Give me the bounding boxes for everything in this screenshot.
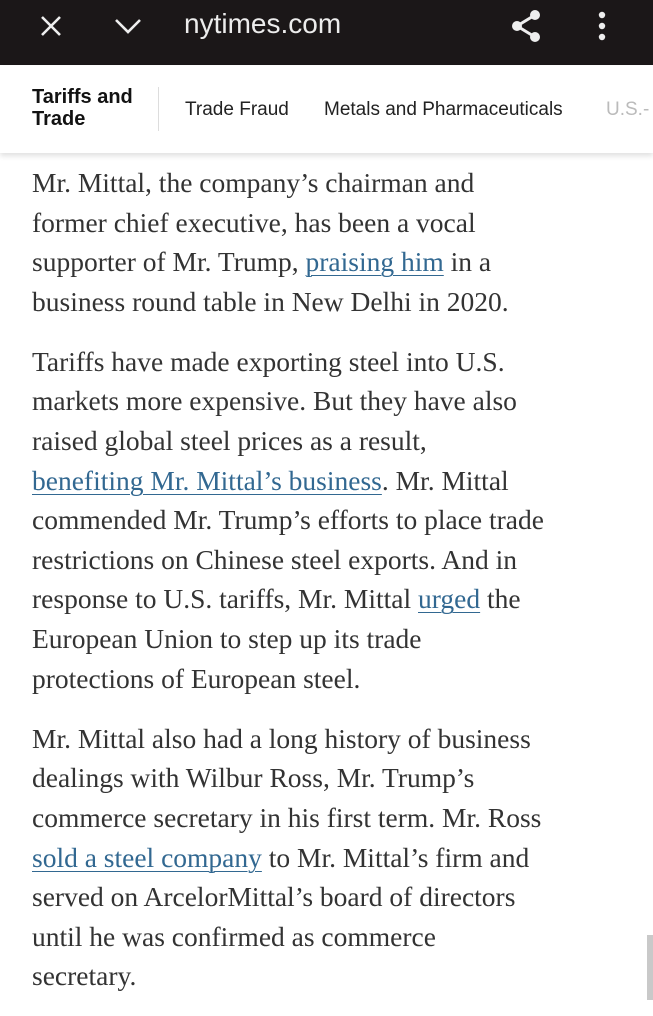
text-line: raised global steel prices as a result,	[32, 421, 544, 461]
text-line: secretary.	[32, 956, 544, 996]
article-paragraph: Tariffs have made exporting steel into U…	[32, 342, 544, 698]
text-line: Mr. Mittal, the company’s chairman and	[32, 163, 544, 203]
text-line: Mr. Mittal also had a long history of bu…	[32, 719, 544, 759]
text-segment: served on ArcelorMittal’s board of direc…	[32, 881, 516, 913]
inline-link[interactable]: sold a steel company	[32, 841, 262, 873]
article-paragraph: Mr. Mittal also had a long history of bu…	[32, 719, 544, 996]
nav-item-us[interactable]: U.S.-	[606, 99, 650, 120]
browser-toolbar: nytimes.com	[0, 0, 653, 65]
text-segment: commerce secretary in his first term. Mr…	[32, 801, 542, 833]
text-line: restrictions on Chinese steel exports. A…	[32, 540, 544, 580]
section-nav: Tariffs and Trade Trade Fraud Metals and…	[0, 66, 653, 153]
text-segment: supporter of Mr. Trump,	[32, 246, 306, 278]
text-line: commerce secretary in his first term. Mr…	[32, 798, 544, 838]
close-icon[interactable]	[36, 6, 66, 46]
text-segment: European Union to step up its trade	[32, 623, 422, 655]
chevron-down-icon[interactable]	[112, 6, 144, 46]
text-segment: protections of European steel.	[32, 662, 361, 694]
nav-item-trade-fraud[interactable]: Trade Fraud	[185, 99, 289, 120]
text-segment: secretary.	[32, 960, 137, 992]
section-title[interactable]: Tariffs and Trade	[32, 86, 133, 130]
text-segment: Mr. Mittal also had a long history of bu…	[32, 722, 531, 754]
text-segment: to Mr. Mittal’s firm and	[261, 841, 530, 873]
more-options-icon[interactable]	[590, 6, 614, 46]
text-segment: markets more expensive. But they have al…	[32, 385, 517, 417]
scrollbar[interactable]	[647, 935, 653, 1000]
nav-item-metals-pharmaceuticals[interactable]: Metals and Pharmaceuticals	[324, 99, 563, 120]
text-line: former chief executive, has been a vocal	[32, 203, 544, 243]
inline-link[interactable]: benefiting Mr. Mittal’s business	[32, 464, 382, 496]
text-segment: Mr. Mittal, the company’s chairman and	[32, 167, 475, 198]
text-line: markets more expensive. But they have al…	[32, 381, 544, 421]
text-segment: restrictions on Chinese steel exports. A…	[32, 543, 517, 575]
inline-link[interactable]: urged	[418, 583, 481, 615]
text-line: served on ArcelorMittal’s board of direc…	[32, 877, 544, 917]
text-line: protections of European steel.	[32, 659, 544, 699]
text-segment: until he was confirmed as commerce	[32, 920, 436, 952]
text-line: Tariffs have made exporting steel into U…	[32, 342, 544, 382]
text-line: sold a steel company to Mr. Mittal’s fir…	[32, 838, 544, 878]
nav-divider	[158, 87, 159, 131]
text-line: until he was confirmed as commerce	[32, 917, 544, 957]
text-line: European Union to step up its trade	[32, 619, 544, 659]
text-segment: former chief executive, has been a vocal	[32, 206, 476, 238]
text-segment: Tariffs have made exporting steel into U…	[32, 345, 505, 377]
text-line: response to U.S. tariffs, Mr. Mittal urg…	[32, 579, 544, 619]
text-line: commended Mr. Trump’s efforts to place t…	[32, 500, 544, 540]
url-display[interactable]: nytimes.com	[184, 8, 342, 39]
text-line: benefiting Mr. Mittal’s business. Mr. Mi…	[32, 461, 544, 501]
text-segment: business round table in New Delhi in 202…	[32, 285, 509, 317]
text-line: dealings with Wilbur Ross, Mr. Trump’s	[32, 758, 544, 798]
article-body: Mr. Mittal, the company’s chairman and fo…	[32, 163, 544, 1016]
share-icon[interactable]	[508, 6, 544, 46]
text-segment: dealings with Wilbur Ross, Mr. Trump’s	[32, 762, 475, 794]
text-line: business round table in New Delhi in 202…	[32, 282, 544, 322]
text-segment: response to U.S. tariffs, Mr. Mittal	[32, 583, 418, 615]
text-line: supporter of Mr. Trump, praising him in …	[32, 242, 544, 282]
text-segment: in a	[443, 246, 492, 278]
text-segment: raised global steel prices as a result,	[32, 425, 427, 457]
inline-link[interactable]: praising him	[305, 246, 444, 278]
text-segment: commended Mr. Trump’s efforts to place t…	[32, 504, 544, 536]
text-segment: . Mr. Mittal	[381, 464, 509, 496]
article-paragraph: Mr. Mittal, the company’s chairman and fo…	[32, 163, 544, 321]
text-segment: the	[480, 583, 521, 615]
